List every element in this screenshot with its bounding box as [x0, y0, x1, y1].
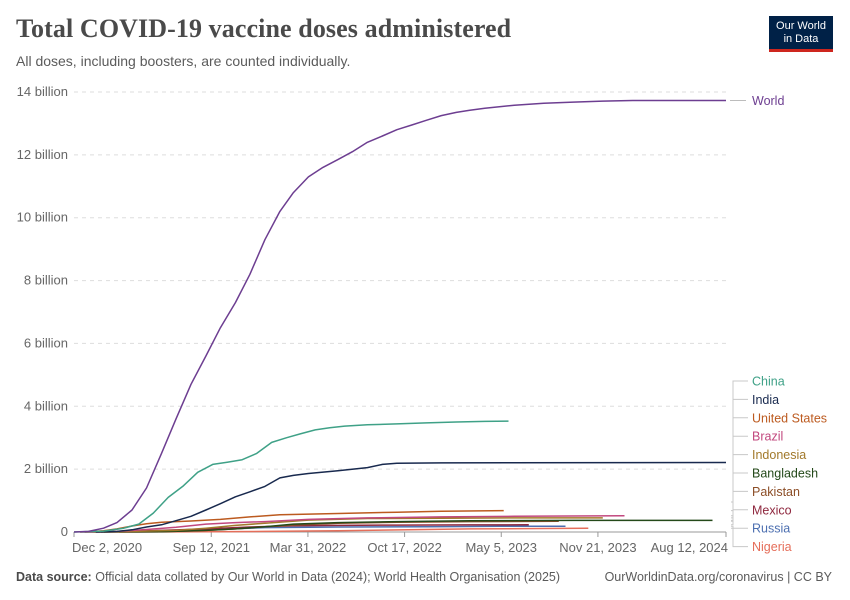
x-tick-label-1: Sep 12, 2021 — [173, 540, 250, 555]
chart-title: Total COVID-19 vaccine doses administere… — [16, 14, 512, 43]
logo-line-1: Our World — [776, 20, 826, 32]
x-tick-label-3: Oct 17, 2022 — [367, 540, 441, 555]
connector-mexico — [731, 509, 748, 526]
connector-pakistan — [731, 490, 748, 522]
source-label: Data source: — [16, 570, 92, 584]
series-line-china[interactable] — [73, 420, 509, 533]
x-tick-label-4: May 5, 2023 — [465, 540, 537, 555]
y-axis: 0 2 billion 4 billion 6 billion 8 billion 10 … — [17, 84, 68, 539]
series-label-bangladesh[interactable]: Bangladesh — [752, 467, 818, 481]
series-line-india[interactable] — [95, 461, 727, 533]
y-tick-label-5: 10 billion — [17, 210, 68, 225]
series-line-brazil[interactable] — [96, 514, 625, 533]
series-label-world[interactable]: World — [752, 94, 784, 108]
x-tick-label-2: Mar 31, 2022 — [270, 540, 347, 555]
source-text: Official data collated by Our World in D… — [95, 570, 561, 584]
x-tick-label-6: Aug 12, 2024 — [651, 540, 728, 555]
series-label-indonesia[interactable]: Indonesia — [752, 448, 806, 462]
y-tick-label-0: 0 — [61, 524, 68, 539]
series-labels: World China India United States Brazil Indone… — [730, 94, 827, 554]
series-label-mexico[interactable]: Mexico — [752, 503, 792, 517]
connector-brazil — [731, 435, 748, 517]
series-line-world[interactable] — [73, 99, 726, 533]
connector-united-states — [731, 417, 748, 512]
series-lines — [73, 99, 727, 533]
connector-indonesia — [731, 454, 748, 519]
series-label-united-states[interactable]: United States — [752, 411, 827, 425]
gridlines — [74, 91, 726, 470]
series-label-russia[interactable]: Russia — [752, 522, 790, 536]
y-tick-label-6: 12 billion — [17, 147, 68, 162]
y-tick-label-1: 2 billion — [24, 461, 68, 476]
x-tick-label-0: Dec 2, 2020 — [72, 540, 142, 555]
logo-line-2: in Data — [783, 32, 819, 45]
series-line-indonesia[interactable] — [94, 517, 603, 533]
connector-russia — [731, 525, 748, 529]
source-link[interactable]: OurWorldinData.org/coronavirus — [604, 570, 784, 584]
series-label-nigeria[interactable]: Nigeria — [752, 540, 792, 554]
connector-india — [731, 398, 748, 503]
series-label-brazil[interactable]: Brazil — [752, 430, 783, 444]
connector-bangladesh — [731, 472, 748, 521]
chart-subtitle: All doses, including boosters, are count… — [16, 53, 351, 69]
footer-separator: | — [787, 570, 791, 584]
x-tick-label-5: Nov 21, 2023 — [559, 540, 636, 555]
series-line-bangladesh[interactable] — [101, 519, 713, 533]
series-label-india[interactable]: India — [752, 393, 779, 407]
y-tick-label-4: 8 billion — [24, 273, 68, 288]
series-label-china[interactable]: China — [752, 375, 785, 389]
y-tick-label-7: 14 billion — [17, 84, 68, 99]
footer-credit: OurWorldinData.org/coronavirus | CC BY — [605, 570, 832, 584]
x-axis: Dec 2, 2020 Sep 12, 2021 Mar 31, 2022 Oct 1… — [72, 531, 728, 555]
owid-logo[interactable]: Our World in Data — [769, 16, 833, 52]
license-text: CC BY — [793, 570, 832, 584]
series-line-nigeria[interactable] — [118, 527, 589, 533]
series-label-pakistan[interactable]: Pakistan — [752, 485, 800, 499]
footer-source: Data source: Official data collated by O… — [16, 570, 560, 584]
y-tick-label-2: 4 billion — [24, 398, 68, 413]
y-tick-label-3: 6 billion — [24, 335, 68, 350]
connector-nigeria — [731, 527, 748, 548]
